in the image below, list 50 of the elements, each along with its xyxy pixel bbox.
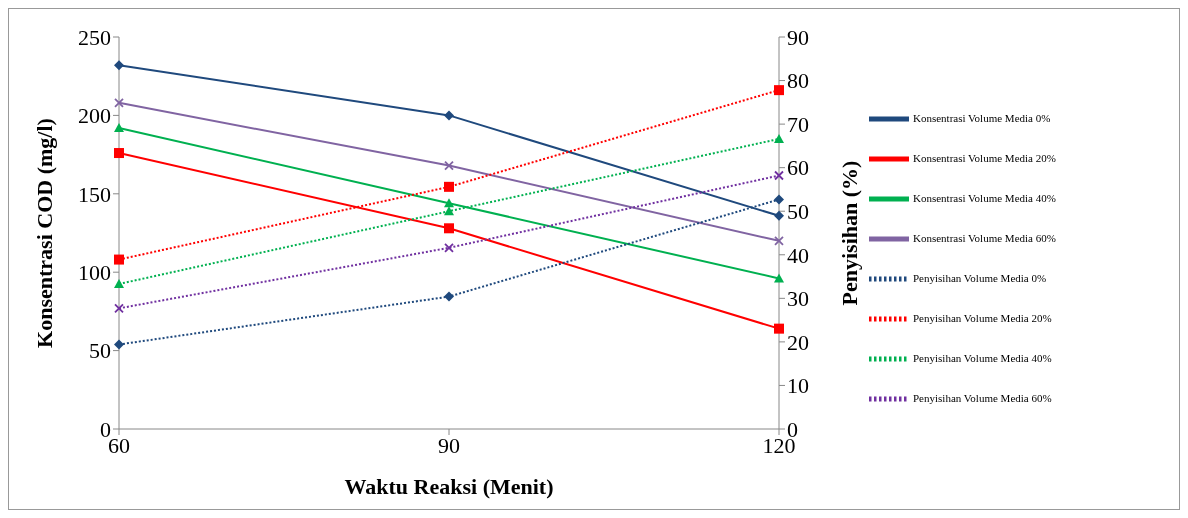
y-tick-label: 100 [78,260,111,286]
y2-tick-label: 30 [787,286,809,312]
y2-axis-title: Penyisihan (%) [836,160,862,306]
y2-tick-label: 40 [787,242,809,268]
point [114,339,124,350]
y2-tick-label: 20 [787,329,809,355]
x-axis-title: Waktu Reaksi (Menit) [344,474,554,499]
point [114,97,124,108]
point [114,303,124,314]
point [774,235,784,246]
y-tick-label: 250 [78,24,111,50]
point [774,210,784,221]
y2-tick-label: 80 [787,68,809,94]
point [114,60,124,71]
point [774,85,784,96]
legend-label: Penyisihan Volume Media 20% [913,311,1052,324]
legend-label: Penyisihan Volume Media 0% [913,271,1047,284]
y2-tick-label: 70 [787,111,809,137]
y2-tick-label: 60 [787,155,809,181]
point [774,170,784,181]
point [444,242,454,253]
legend-label: Penyisihan Volume Media 60% [913,391,1052,404]
point [444,110,454,121]
point [774,133,784,143]
y-tick-label: 150 [78,181,111,207]
legend-label: Konsentrasi Volume Media 60% [913,231,1056,244]
legend-label: Konsentrasi Volume Media 0% [913,111,1051,124]
point [114,254,124,265]
point [774,194,784,205]
point [444,206,454,216]
point [774,323,784,334]
point [444,198,454,208]
point [114,278,124,288]
legend-label: Penyisihan Volume Media 40% [913,351,1052,364]
point [114,148,124,159]
y-axis-title: Konsentrasi COD (mg/l) [31,118,57,348]
legend-label: Konsentrasi Volume Media 20% [913,151,1056,164]
y2-tick-label: 90 [787,24,809,50]
point [444,291,454,302]
point [444,181,454,192]
legend-label: Konsentrasi Volume Media 40% [913,191,1056,204]
point [444,160,454,171]
y2-tick-label: 10 [787,373,809,399]
y-tick-label: 0 [100,416,111,442]
y-tick-label: 50 [89,338,111,364]
y-tick-label: 200 [78,103,111,129]
y2-tick-label: 50 [787,199,809,225]
point [444,223,454,234]
point [114,122,124,132]
x-tick-label: 90 [438,432,460,458]
